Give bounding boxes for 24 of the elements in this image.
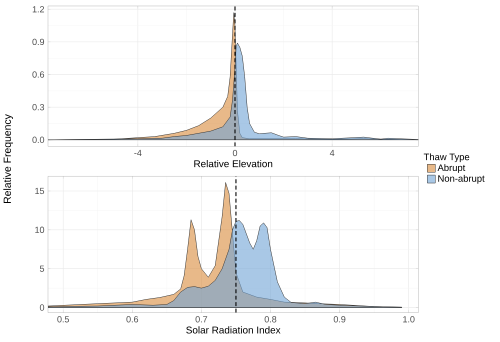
legend-title: Thaw Type [424,153,470,162]
x-tick-label: 0.8 [264,316,276,322]
x-tick-label: 0.6 [126,316,138,322]
x-tick-label: 4 [330,150,334,156]
x-tick-label: 0.5 [57,316,70,322]
x-tick-label: 0 [232,150,238,156]
y-tick-label: 15 [35,188,44,194]
y-tick-label: 5 [40,265,44,272]
x-tick-label: 0.9 [334,316,346,322]
y-tick-label: 0.3 [32,104,44,110]
y-tick-label: 0.9 [32,38,44,45]
x-tick-label: 1.0 [403,316,415,322]
y-tick-label: 1.2 [32,6,44,12]
x-tick-label: -4 [134,150,142,156]
x-axis-title: Relative Elevation [194,160,272,168]
y-tick-label: 10 [35,226,44,233]
y-tick-label: 0 [40,304,44,310]
y-tick-label: 0.0 [32,136,44,143]
x-axis-title: Solar Radiation Index [186,326,280,334]
legend-label: Non-abrupt [438,174,485,184]
x-tick-label: 0.7 [196,316,208,322]
legend-label: Abrupt [438,164,466,173]
y-tick-label: 0.6 [32,71,44,78]
y-axis-title: Relative Frequency [3,114,14,203]
